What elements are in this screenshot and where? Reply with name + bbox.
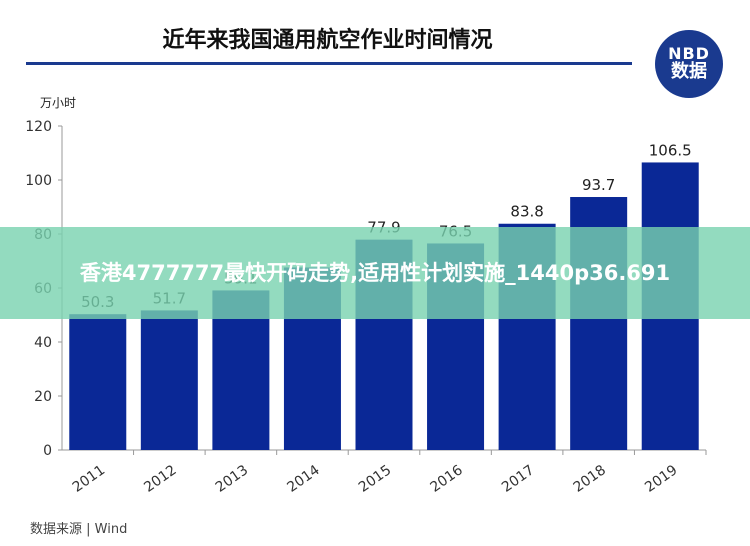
logo-text-top: NBD (668, 44, 710, 64)
y-tick-label: 20 (34, 389, 52, 405)
bar (69, 314, 127, 450)
nbd-logo: NBD 数据 (655, 30, 723, 98)
bar (140, 310, 198, 450)
logo-text-bottom: 数据 (671, 60, 707, 82)
bar-value-label: 106.5 (649, 141, 692, 159)
x-tick-label: 2011 (70, 462, 108, 496)
x-tick-label: 2014 (284, 462, 322, 496)
x-tick-label: 2016 (427, 462, 465, 496)
overlay-banner: 香港4777777最快开码走势,适用性计划实施_1440p36.691 (0, 227, 750, 319)
x-tick-label: 2013 (213, 462, 251, 496)
bar-value-label: 93.7 (582, 176, 615, 194)
title-underline (26, 62, 632, 65)
x-tick-label: 2017 (499, 462, 537, 496)
y-axis-label: 万小时 (40, 96, 76, 110)
x-tick-label: 2018 (571, 462, 609, 496)
x-tick-label: 2012 (141, 462, 179, 496)
bar-value-label: 83.8 (510, 203, 543, 221)
chart-title: 近年来我国通用航空作业时间情况 (162, 28, 493, 53)
x-tick-label: 2015 (356, 462, 394, 496)
y-tick-label: 0 (43, 443, 52, 459)
y-tick-label: 100 (25, 173, 52, 189)
x-tick-label: 2019 (642, 462, 680, 496)
y-tick-label: 40 (34, 335, 52, 351)
overlay-banner-text: 香港4777777最快开码走势,适用性计划实施_1440p36.691 (79, 261, 671, 285)
data-source: 数据来源 | Wind (30, 522, 128, 537)
y-tick-label: 120 (25, 119, 52, 135)
